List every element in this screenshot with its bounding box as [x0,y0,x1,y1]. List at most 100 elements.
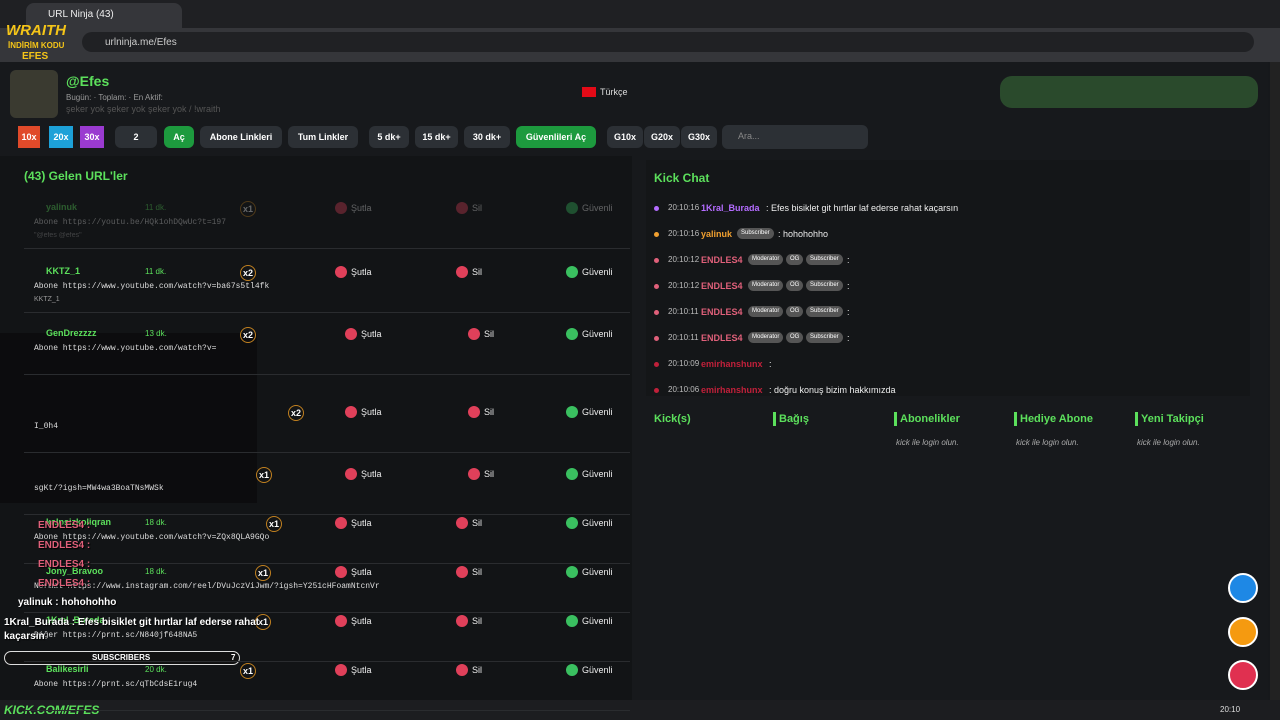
action-icon[interactable] [566,202,578,214]
row-user: GenDrezzzz [46,328,97,338]
float-button[interactable] [1228,573,1258,603]
row-action[interactable]: Güvenli [582,267,613,277]
action-icon[interactable] [566,328,578,340]
toolbar-button[interactable]: 30 dk+ [464,126,510,148]
row-action[interactable]: Şutla [351,665,372,675]
address-bar[interactable] [82,32,1254,52]
action-icon[interactable] [456,664,468,676]
toolbar-button[interactable]: Abone Linkleri [200,126,282,148]
row-action[interactable]: Güvenli [582,203,613,213]
row-action[interactable]: Güvenli [582,567,613,577]
action-icon[interactable] [335,266,347,278]
action-icon[interactable] [456,202,468,214]
chat-badge: Subscriber [806,280,843,291]
action-icon[interactable] [345,328,357,340]
action-icon[interactable] [456,517,468,529]
action-icon[interactable] [468,468,480,480]
row-action[interactable]: Sil [484,407,495,417]
action-icon[interactable] [345,406,357,418]
row-action[interactable]: Sil [484,469,495,479]
action-icon[interactable] [468,406,480,418]
row-link[interactable]: sgKt/?igsh=MW4wa3BoaTNsMWSk [34,484,164,493]
row-action[interactable]: Şutla [351,616,372,626]
row-action[interactable]: Sil [472,665,483,675]
panel-note: kick ile login olun. [1137,438,1200,447]
tab[interactable] [26,3,182,28]
row-action[interactable]: Sil [472,267,483,277]
action-icon[interactable] [335,664,347,676]
row-link[interactable]: Normal https://www.instagram.com/reel/DV… [34,582,380,591]
language[interactable]: Türkçe [600,87,628,97]
action-icon[interactable] [566,517,578,529]
action-icon[interactable] [456,266,468,278]
search-box[interactable]: Ara... [722,125,868,149]
toolbar-button[interactable]: G20x [644,126,680,148]
toolbar-button[interactable]: Güvenlileri Aç [516,126,596,148]
row-action[interactable]: Güvenli [582,616,613,626]
action-icon[interactable] [566,406,578,418]
action-icon[interactable] [335,517,347,529]
row-link[interactable]: Abone https://www.youtube.com/watch?v= [34,344,217,353]
toolbar-button[interactable]: 5 dk+ [369,126,409,148]
row-action[interactable]: Şutla [361,329,382,339]
row-time: 20 dk. [145,665,167,674]
action-icon[interactable] [468,328,480,340]
row-action[interactable]: Şutla [361,469,382,479]
icon-bar [1000,76,1258,108]
row-link[interactable]: Abone https://www.youtube.com/watch?v=ZQ… [34,533,270,542]
row-action[interactable]: Güvenli [582,665,613,675]
row-action[interactable]: Sil [484,329,495,339]
toolbar-button[interactable]: 10x [18,126,40,148]
action-icon[interactable] [566,566,578,578]
action-icon[interactable] [456,615,468,627]
row-action[interactable]: Sil [472,567,483,577]
float-button[interactable] [1228,660,1258,690]
toolbar-button[interactable]: G30x [681,126,717,148]
chat-title: Kick Chat [654,171,710,185]
toolbar-button[interactable]: G10x [607,126,643,148]
row-link[interactable]: Abone https://prnt.sc/qTbCdsE1rug4 [34,680,198,689]
row-action[interactable]: Güvenli [582,469,613,479]
action-icon[interactable] [566,266,578,278]
chat-user: ENDLES4 [701,255,743,265]
toolbar-button[interactable]: 30x [80,126,104,148]
row-action[interactable]: Güvenli [582,518,613,528]
row-action[interactable]: Sil [472,616,483,626]
row-link[interactable]: Diğer https://prnt.sc/N840jf648NA5 [34,631,198,640]
action-icon[interactable] [345,468,357,480]
row-action[interactable]: Şutla [351,267,372,277]
toolbar-button[interactable]: Tum Linkler [288,126,358,148]
float-button[interactable] [1228,617,1258,647]
chat-dot [654,310,659,315]
row-action[interactable]: Şutla [351,567,372,577]
flag [582,87,596,97]
row-action[interactable]: Sil [472,203,483,213]
toolbar-button[interactable]: Aç [164,126,194,148]
row-note: "@efes @efes" [34,232,82,239]
row-link[interactable]: Abone https://www.youtube.com/watch?v=ba… [34,282,270,291]
row-action[interactable]: Sil [472,518,483,528]
toolbar-button[interactable]: 15 dk+ [415,126,458,148]
action-icon[interactable] [456,566,468,578]
row-link[interactable]: I_0h4 [34,422,59,431]
row-time: 11 dk. [145,267,167,276]
row-action[interactable]: Şutla [361,407,382,417]
row-action[interactable]: Güvenli [582,329,613,339]
row-action[interactable]: Şutla [351,203,372,213]
toolbar-button[interactable]: 2 [115,126,157,148]
toolbar-button[interactable]: 20x [49,126,73,148]
chat-dot [654,284,659,289]
row-divider [24,248,630,249]
row-action[interactable]: Şutla [351,518,372,528]
chat-time: 20:10:16 [668,203,700,212]
action-icon[interactable] [566,664,578,676]
overlay-chat-line: 1Kral_Burada : Efes bisiklet git hırtlar… [4,617,260,642]
row-action[interactable]: Güvenli [582,407,613,417]
action-icon[interactable] [335,615,347,627]
action-icon[interactable] [335,202,347,214]
action-icon[interactable] [566,468,578,480]
action-icon[interactable] [335,566,347,578]
row-link[interactable]: Abone https://youtu.be/HQk1ohDQwUc?t=197 [34,218,227,227]
action-icon[interactable] [566,615,578,627]
